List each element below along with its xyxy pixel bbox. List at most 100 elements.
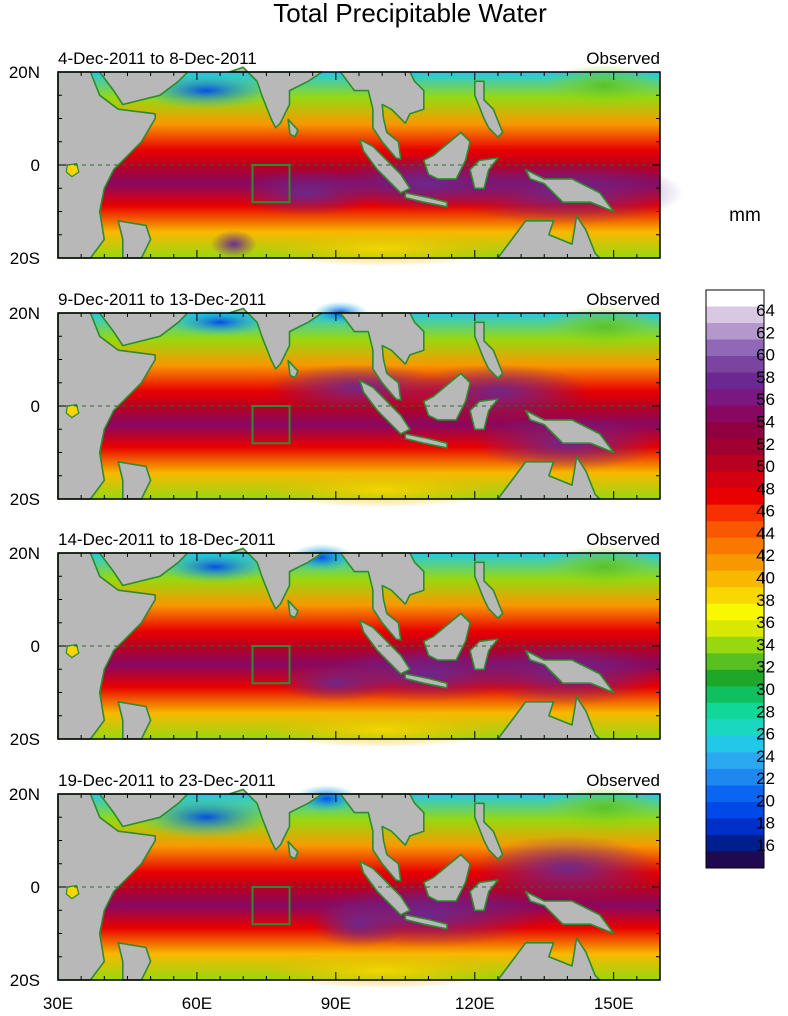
land	[423, 131, 471, 180]
colorbar-swatch	[706, 405, 764, 423]
land	[423, 853, 471, 902]
land	[404, 673, 448, 689]
colorbar-swatch	[706, 818, 764, 836]
colorbar-swatch	[706, 521, 764, 539]
dry-region	[262, 230, 503, 267]
panel-source-label: Observed	[586, 771, 660, 790]
land	[339, 312, 425, 401]
panel-period: 9-Dec-2011 to 13-Dec-2011	[58, 290, 266, 309]
land	[228, 307, 323, 370]
colorbar-swatch	[706, 768, 764, 786]
colorbar-label: 44	[756, 524, 775, 543]
lon-label: 30E	[43, 994, 73, 1013]
land	[469, 879, 499, 912]
colorbar-label: 54	[756, 412, 775, 431]
dry-region	[544, 304, 665, 349]
dry-region	[544, 544, 665, 589]
dry-region	[159, 550, 272, 584]
map-panel: 20N 0 20S 4-Dec-2011 to 8-Dec-2011 Observed	[9, 49, 684, 268]
map-panel: 20N 0 20S 14-Dec-2011 to 18-Dec-2011 Observe…	[9, 530, 665, 749]
colorbar-label: 30	[756, 680, 775, 699]
colorbar-label: 62	[756, 323, 775, 342]
moist-region	[238, 169, 378, 217]
land	[469, 638, 499, 671]
lake	[65, 403, 80, 419]
moist-region	[266, 364, 452, 411]
colorbar-swatch	[706, 653, 764, 671]
panel-period: 14-Dec-2011 to 18-Dec-2011	[58, 530, 276, 549]
panel-source-label: Observed	[586, 290, 660, 309]
dry-region	[262, 952, 503, 989]
colorbar-swatch	[706, 636, 764, 654]
colorbar-label: 26	[756, 725, 775, 744]
lat-label: 20S	[10, 730, 40, 749]
colorbar-label: 60	[756, 346, 775, 365]
colorbar-swatch	[706, 702, 764, 720]
land	[474, 802, 504, 860]
land	[474, 80, 504, 138]
colorbar-swatch	[706, 471, 764, 489]
colorbar-swatch	[706, 834, 764, 852]
colorbar-swatch	[706, 372, 764, 390]
lat-label: 0	[31, 637, 40, 656]
land	[287, 599, 299, 619]
land	[423, 372, 471, 421]
colorbar-frame	[705, 289, 765, 869]
colorbar-swatch	[706, 752, 764, 770]
colorbar-label: 32	[756, 658, 775, 677]
colorbar-swatch	[706, 719, 764, 737]
land	[524, 168, 615, 213]
lake	[65, 884, 80, 900]
land	[287, 840, 299, 860]
land	[497, 456, 601, 500]
panel-period: 4-Dec-2011 to 8-Dec-2011	[58, 49, 257, 68]
target-box	[251, 164, 291, 204]
colorbar-label: 52	[756, 435, 775, 454]
lake	[65, 162, 80, 178]
map-panel: 20N 0 20S 9-Dec-2011 to 13-Dec-2011 Observed	[9, 290, 665, 509]
colorbar-swatch	[706, 438, 764, 456]
colorbar-label: 50	[756, 457, 775, 476]
colorbar-swatch	[706, 323, 764, 341]
colorbar-swatch	[706, 801, 764, 819]
lat-label: 20S	[10, 971, 40, 990]
land	[404, 433, 448, 449]
dry-region	[262, 471, 503, 508]
colorbar-label: 38	[756, 591, 775, 610]
lat-label: 0	[31, 397, 40, 416]
lat-label: 20S	[10, 490, 40, 509]
dry-region	[544, 785, 665, 830]
colorbar-label: 20	[756, 791, 775, 810]
colorbar-swatch	[706, 504, 764, 522]
colorbar-swatch	[706, 587, 764, 605]
land	[339, 71, 425, 160]
colorbar-label: 56	[756, 390, 775, 409]
colorbar-swatch	[706, 389, 764, 407]
colorbar-swatch	[706, 356, 764, 374]
land	[524, 890, 615, 935]
moist-region	[312, 900, 406, 948]
target-box	[251, 645, 291, 685]
land	[404, 192, 448, 208]
chart-title: Total Precipitable Water	[273, 0, 547, 28]
colorbar-label: 42	[756, 546, 775, 565]
land	[228, 547, 323, 610]
lon-label: 60E	[182, 994, 212, 1013]
land	[524, 409, 615, 454]
colorbar-label: 48	[756, 479, 775, 498]
land	[339, 793, 425, 882]
colorbar-swatch	[706, 488, 764, 506]
colorbar-label: 64	[756, 301, 775, 320]
land	[469, 157, 499, 190]
land	[359, 138, 411, 194]
colorbar-label: 16	[756, 836, 775, 855]
lon-label: 120E	[455, 994, 495, 1013]
lat-label: 20N	[9, 304, 40, 323]
lake	[65, 643, 80, 659]
colorbar-label: 36	[756, 613, 775, 632]
land	[359, 619, 411, 675]
land	[423, 612, 471, 661]
colorbar-swatch	[706, 735, 764, 753]
panel-period: 19-Dec-2011 to 23-Dec-2011	[58, 771, 276, 790]
